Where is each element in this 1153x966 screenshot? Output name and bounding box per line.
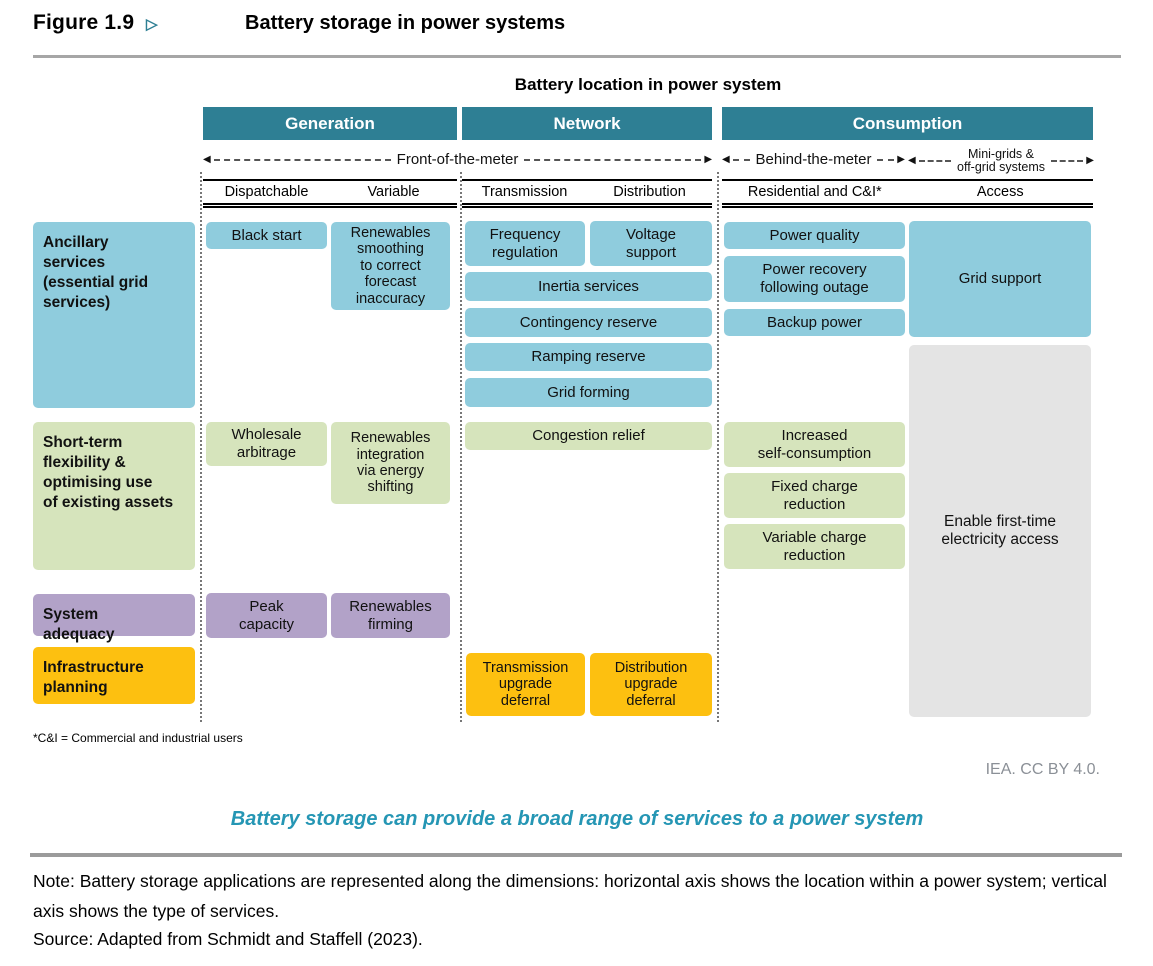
bottom-divider xyxy=(30,853,1122,857)
dotted-separator xyxy=(460,172,462,722)
cell-grid-forming: Grid forming xyxy=(465,378,712,407)
front-of-the-meter-arrow: ◀ Front-of-the-meter ▶ xyxy=(203,152,712,168)
arrow-left-icon: ◀ xyxy=(722,153,730,165)
cell-enable-first-time-electricity-access: Enable first-time electricity access xyxy=(909,345,1091,717)
cell-power-quality: Power quality xyxy=(724,222,905,249)
cell-wholesale-arbitrage: Wholesale arbitrage xyxy=(206,422,327,466)
cell-black-start: Black start xyxy=(206,222,327,249)
figure-caption: Battery storage can provide a broad rang… xyxy=(230,808,924,830)
column-group-generation: Generation xyxy=(203,107,457,140)
column-group-network: Network xyxy=(462,107,712,140)
figure-marker-triangle-icon: ▷ xyxy=(146,16,158,33)
subcolumn-residential-ci: Residential and C&I* xyxy=(747,184,882,200)
cell-contingency-reserve: Contingency reserve xyxy=(465,308,712,337)
cell-ramping-reserve: Ramping reserve xyxy=(465,343,712,371)
subcolumn-dispatchable: Dispatchable xyxy=(224,184,309,200)
cell-inertia-services: Inertia services xyxy=(465,272,712,301)
subheader-network: Transmission Distribution xyxy=(462,179,712,208)
footnote-ci-definition: *C&I = Commercial and industrial users xyxy=(33,731,243,745)
cell-power-recovery: Power recovery following outage xyxy=(724,256,905,302)
battery-location-header: Battery location in power system xyxy=(514,75,782,94)
arrow-left-icon: ◀ xyxy=(908,155,916,166)
subheader-generation: Dispatchable Variable xyxy=(203,179,457,208)
row-category-short-term-flexibility: Short-term flexibility & optimising use … xyxy=(33,422,195,570)
cell-increased-self-consumption: Increased self-consumption xyxy=(724,422,905,467)
dashed-line xyxy=(213,158,391,161)
arrow-left-icon: ◀ xyxy=(203,153,211,165)
cell-renewables-smoothing: Renewables smoothing to correct forecast… xyxy=(331,222,450,310)
cell-backup-power: Backup power xyxy=(724,309,905,336)
subcolumn-distribution: Distribution xyxy=(613,184,686,200)
dashed-line xyxy=(1051,160,1084,162)
subcolumn-variable: Variable xyxy=(367,184,420,200)
cell-renewables-integration: Renewables integration via energy shifti… xyxy=(331,422,450,504)
note-text: Note: Battery storage applications are r… xyxy=(33,871,1107,922)
cell-transmission-upgrade-deferral: Transmission upgrade deferral xyxy=(466,653,585,716)
figure-number: Figure 1.9 xyxy=(33,11,135,34)
cell-distribution-upgrade-deferral: Distribution upgrade deferral xyxy=(590,653,712,716)
arrow-right-icon: ▶ xyxy=(1086,155,1094,166)
row-category-system-adequacy: System adequacy xyxy=(33,594,195,643)
behind-the-meter-label: Behind-the-meter xyxy=(755,151,872,168)
arrow-right-icon: ▶ xyxy=(897,153,905,165)
dotted-separator xyxy=(717,172,719,722)
iea-license-credit: IEA. CC BY 4.0. xyxy=(985,761,1100,778)
cell-congestion-relief: Congestion relief xyxy=(465,422,712,450)
behind-the-meter-arrow: ◀ Behind-the-meter ▶ xyxy=(722,152,905,168)
dashed-line xyxy=(877,158,895,161)
source-text: Source: Adapted from Schmidt and Staffel… xyxy=(33,929,423,949)
cell-renewables-firming: Renewables firming xyxy=(331,593,450,638)
row-category-ancillary-services: Ancillary services (essential grid servi… xyxy=(33,222,195,408)
dashed-line xyxy=(918,160,951,162)
arrow-right-icon: ▶ xyxy=(704,153,713,165)
dotted-separator xyxy=(200,172,202,722)
dashed-line xyxy=(732,158,750,161)
cell-fixed-charge-reduction: Fixed charge reduction xyxy=(724,473,905,518)
mini-grids-label: Mini-grids & off-grid systems xyxy=(957,146,1045,174)
cell-grid-support: Grid support xyxy=(909,221,1091,337)
mini-grids-arrow: ◀ Mini-grids & off-grid systems ▶ xyxy=(908,146,1094,176)
subheader-consumption: Residential and C&I* Access xyxy=(722,179,1093,208)
cell-voltage-support: Voltage support xyxy=(590,221,712,266)
subcolumn-access: Access xyxy=(976,184,1024,200)
row-category-infrastructure-planning: Infrastructure planning xyxy=(33,647,195,704)
column-group-consumption: Consumption xyxy=(722,107,1093,140)
subcolumn-transmission: Transmission xyxy=(481,184,568,200)
figure-title: Battery storage in power systems xyxy=(245,12,566,34)
title-divider xyxy=(33,55,1121,58)
cell-variable-charge-reduction: Variable charge reduction xyxy=(724,524,905,569)
front-of-the-meter-label: Front-of-the-meter xyxy=(396,151,519,168)
cell-frequency-regulation: Frequency regulation xyxy=(465,221,585,266)
cell-peak-capacity: Peak capacity xyxy=(206,593,327,638)
dashed-line xyxy=(524,158,702,161)
